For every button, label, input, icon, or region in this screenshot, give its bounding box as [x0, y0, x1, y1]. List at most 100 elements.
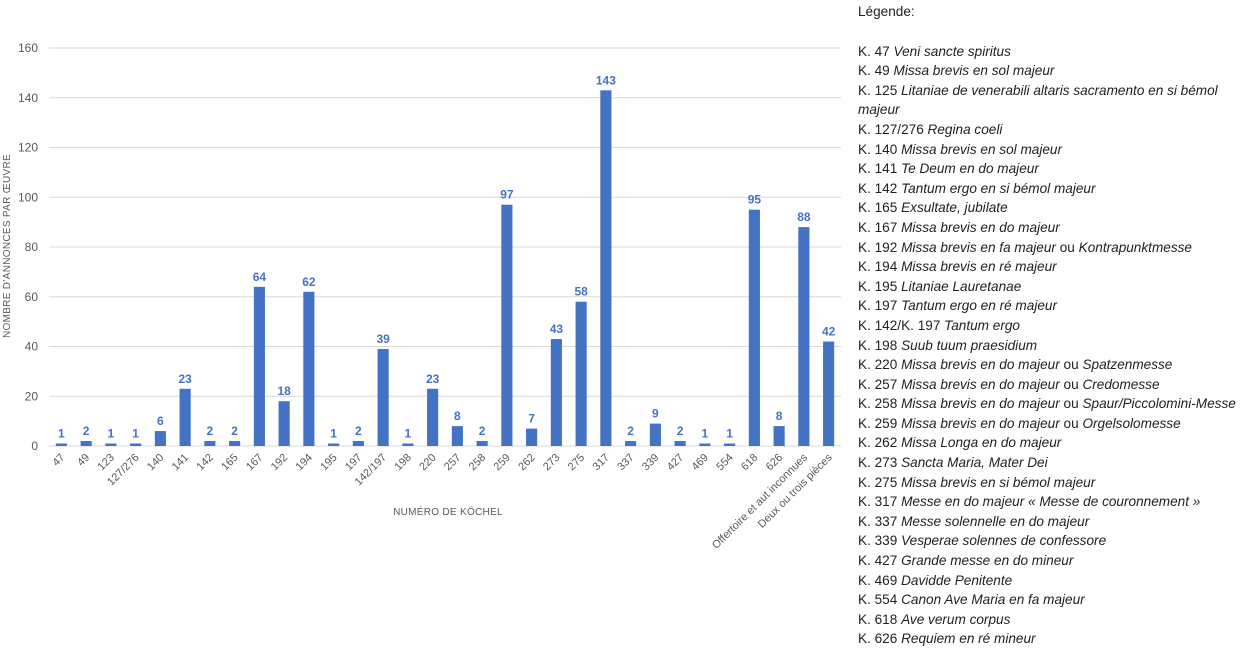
data-label: 2	[231, 424, 238, 438]
y-tick-label: 20	[25, 389, 39, 403]
legend-item-title: Grande messe en do mineur	[901, 553, 1074, 569]
y-axis-title: NOMBRE D’ANNONCES PAR ŒUVRE	[2, 154, 13, 338]
legend-item-title: Litaniae de venerabili altaris sacrament…	[858, 82, 1218, 118]
bar	[427, 388, 439, 446]
legend-item-title: Litaniae Lauretanae	[901, 278, 1022, 294]
bar	[328, 443, 340, 446]
legend-item-title: Missa brevis en do majeur	[901, 376, 1060, 392]
x-tick-label: 275	[566, 452, 587, 473]
bar	[229, 441, 241, 446]
bar	[773, 426, 785, 446]
legend-item: K. 142 Tantum ergo en si bémol majeur	[858, 179, 1248, 199]
legend-item-title: Missa brevis en do majeur	[901, 415, 1060, 431]
data-label: 1	[132, 427, 139, 441]
legend-item-title: Missa brevis en ré majeur	[901, 259, 1057, 275]
legend-item-title: Exsultate, jubilate	[901, 200, 1008, 216]
y-tick-label: 120	[18, 141, 38, 155]
legend-item: K. 198 Suub tuum praesidium	[858, 336, 1248, 356]
x-tick-label: 339	[640, 452, 661, 473]
data-label: 62	[302, 275, 316, 289]
legend-item-kv: K. 257	[858, 376, 902, 392]
bar	[278, 401, 290, 446]
legend-item: K. 275 Missa brevis en si bémol majeur	[858, 473, 1248, 493]
legend-item-kv: K. 198	[858, 337, 902, 353]
x-tick-label: 142	[195, 452, 216, 473]
x-tick-label: 554	[714, 452, 735, 473]
legend-item-kv: K. 427	[858, 553, 902, 569]
legend-item-title: Tantum ergo en si bémol majeur	[901, 180, 1096, 196]
gridlines	[49, 47, 841, 447]
legend-item-title: Canon Ave Maria en fa majeur	[901, 592, 1085, 608]
legend-item-kv: K. 626	[858, 631, 902, 647]
legend-item-title: Davidde Penitente	[901, 572, 1013, 588]
legend-list: K. 47 Veni sancte spiritus K. 49 Missa br…	[858, 42, 1248, 649]
legend-item-kv: K. 469	[858, 572, 902, 588]
bar	[550, 339, 562, 446]
data-label: 1	[108, 427, 115, 441]
legend-item-kv: K. 140	[858, 141, 902, 157]
legend-item-title: Tantum ergo	[944, 317, 1020, 333]
legend-item-title: Orgelsolomesse	[1082, 415, 1181, 431]
bar	[699, 443, 711, 446]
x-tick-label: 257	[442, 452, 463, 473]
legend-item: K. 258 Missa brevis en do majeur ou Spau…	[858, 394, 1248, 414]
bar	[204, 441, 216, 446]
legend-item-kv: K. 49	[858, 63, 894, 79]
legend-item: K. 47 Veni sancte spiritus	[858, 42, 1248, 62]
bar	[625, 441, 637, 446]
bar	[674, 441, 686, 446]
x-tick-label: 262	[516, 452, 537, 473]
legend-item-kv: K. 195	[858, 278, 902, 294]
data-label: 8	[454, 409, 461, 423]
legend-item-kv: K. 127/276	[858, 121, 928, 137]
x-tick-label: 273	[541, 452, 562, 473]
data-label: 88	[797, 210, 811, 224]
x-tick-label: 141	[170, 452, 191, 473]
legend-item: K. 194 Missa brevis en ré majeur	[858, 257, 1248, 277]
legend-item-connector: ou	[1055, 239, 1079, 255]
bar	[798, 227, 810, 446]
x-tick-label: 49	[75, 452, 92, 469]
legend-item-title: Missa brevis en do majeur	[901, 357, 1060, 373]
data-label: 97	[500, 188, 514, 202]
x-tick-label: 194	[294, 452, 315, 473]
legend-item: K. 195 Litaniae Lauretanae	[858, 277, 1248, 297]
legend-item: K. 317 Messe en do majeur « Messe de cou…	[858, 492, 1248, 512]
x-tick-label: 317	[591, 452, 612, 473]
legend-item: K. 469 Davidde Penitente	[858, 571, 1248, 591]
legend-item-title: Missa brevis en do majeur	[901, 219, 1060, 235]
x-axis-title: NUMÉRO DE KÖCHEL	[393, 505, 503, 518]
data-label: 1	[330, 427, 337, 441]
bar	[377, 348, 389, 446]
legend-item: K. 127/276 Regina coeli	[858, 120, 1248, 140]
legend-item-title: Credomesse	[1082, 376, 1160, 392]
bar	[724, 443, 736, 446]
legend-item: K. 197 Tantum ergo en ré majeur	[858, 296, 1248, 316]
x-tick-label: 165	[219, 452, 240, 473]
bar	[823, 341, 835, 446]
bar	[600, 90, 612, 446]
legend-item-kv: K. 220	[858, 357, 902, 373]
legend-title: Légende:	[858, 4, 915, 19]
bar	[649, 423, 661, 446]
bar	[179, 388, 191, 446]
legend-item-kv: K. 317	[858, 494, 902, 510]
legend-item-kv: K. 618	[858, 611, 902, 627]
y-tick-label: 140	[18, 91, 38, 105]
bar	[501, 204, 513, 446]
bars	[55, 90, 835, 446]
bar	[476, 441, 488, 446]
data-label: 1	[726, 427, 733, 441]
legend-item-title: Kontrapunktmesse	[1078, 239, 1192, 255]
bar	[748, 209, 760, 446]
legend-item: K. 140 Missa brevis en sol majeur	[858, 140, 1248, 160]
legend-item-kv: K. 167	[858, 219, 902, 235]
legend-item-kv: K. 197	[858, 298, 902, 314]
data-label: 42	[822, 325, 836, 339]
x-tick-label: 220	[417, 452, 438, 473]
legend-item: K. 142/K. 197 Tantum ergo	[858, 316, 1248, 336]
legend-item-kv: K. 192	[858, 239, 902, 255]
bar	[253, 286, 265, 446]
y-tick-label: 80	[25, 240, 39, 254]
legend-item-kv: K. 47	[858, 43, 894, 59]
